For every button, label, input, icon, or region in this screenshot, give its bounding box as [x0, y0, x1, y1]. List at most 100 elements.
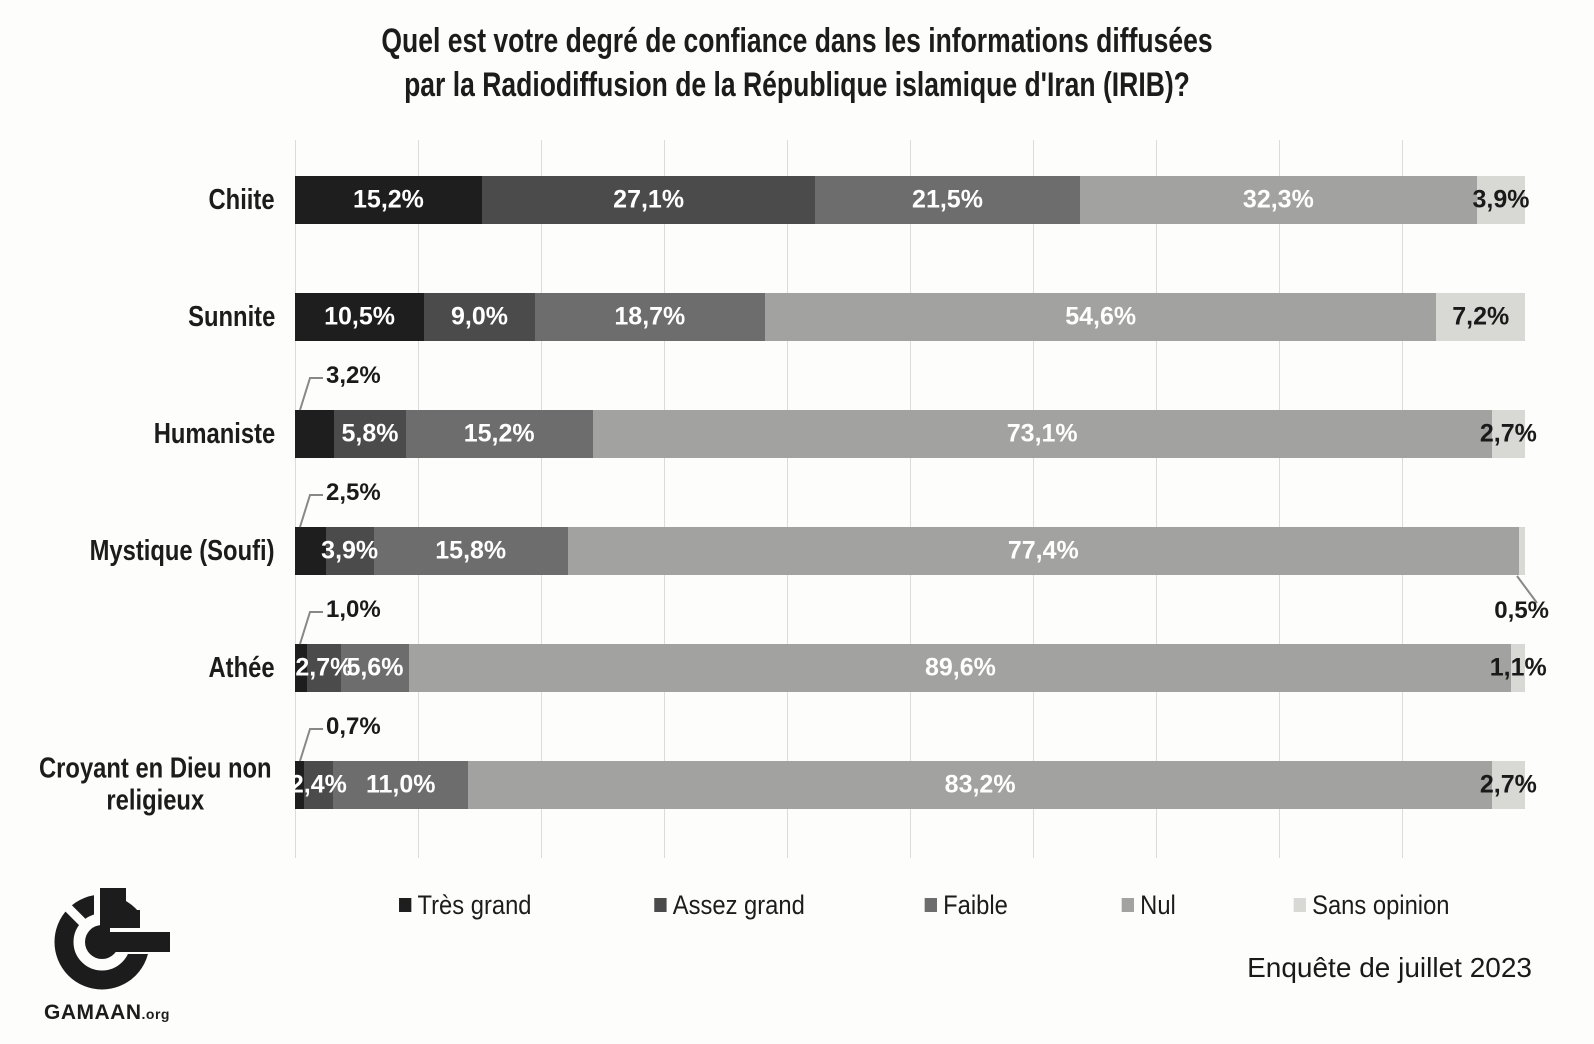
bar-value-label: 5,8% — [341, 419, 399, 448]
legend-item: Faible — [924, 889, 1009, 921]
plot-area: 15,2% 27,1% 21,5% 32,3% 3,9% 10,5% 9,0% 18,7% 54… — [290, 140, 1549, 858]
gamaan-logo: GAMAAN.org — [44, 884, 214, 1025]
callout-label: 0,5% — [1494, 597, 1549, 624]
bar-value-label: 54,6% — [1065, 302, 1137, 331]
bar-value-label: 32,3% — [1242, 185, 1314, 214]
chart-title: Quel est votre degré de confiance dans l… — [175, 20, 1418, 107]
survey-note: Enquête de juillet 2023 — [1247, 952, 1532, 983]
bar-segment — [592, 410, 1492, 458]
bar-segment — [303, 761, 334, 809]
bar-segment — [409, 644, 1512, 692]
bar-value-label: 18,7% — [614, 302, 686, 331]
bar-segment — [468, 761, 1492, 809]
chart-title-line2: par la Radiodiffusion de la République i… — [404, 65, 1190, 104]
bar-segment — [405, 410, 593, 458]
value-callout: 1,0% — [295, 596, 435, 645]
callout-label: 2,5% — [326, 479, 381, 506]
bar-segment — [1518, 527, 1525, 575]
stacked-bar: 15,2% 27,1% 21,5% 32,3% 3,9% — [295, 176, 1529, 224]
legend-swatch — [924, 898, 938, 912]
legend: Très grand Assez grand Faible Nul Sans opini… — [390, 886, 1460, 924]
value-callout: 3,2% — [295, 362, 435, 411]
bar-value-label: 2,4% — [289, 770, 347, 799]
bar-segment — [1079, 176, 1478, 224]
logo-wordmark: GAMAAN.org — [44, 1001, 214, 1025]
category-label: Croyant en Dieu non religieux — [39, 752, 272, 817]
bar-segment — [1491, 761, 1525, 809]
bar-segment — [373, 527, 568, 575]
bar-segment — [340, 644, 410, 692]
legend-item: Assez grand — [654, 889, 806, 921]
chart-title-line1: Quel est votre degré de confiance dans l… — [381, 22, 1213, 60]
bar-value-label: 15,2% — [353, 185, 424, 214]
bar-segment — [295, 410, 335, 458]
bar-value-label: 15,8% — [435, 536, 507, 565]
bar-value-label: 27,1% — [613, 185, 685, 214]
callout-leader-line — [299, 611, 323, 645]
bar-value-label: 3,9% — [1472, 185, 1530, 214]
bar-value-label: 89,6% — [924, 653, 996, 682]
legend-swatch — [399, 898, 412, 912]
bar-segment — [1436, 293, 1525, 341]
callout-leader-line — [1516, 575, 1538, 604]
bar-value-label: 1,1% — [1489, 653, 1547, 682]
callout-label: 0,7% — [326, 713, 381, 740]
bar-value-label: 9,0% — [451, 302, 508, 331]
bar-value-label: 3,9% — [321, 536, 379, 565]
bar-segment — [1491, 410, 1525, 458]
category-label: Athée — [208, 651, 275, 684]
bar-segment — [325, 527, 374, 575]
callout-leader-line — [299, 728, 323, 762]
bar-segment — [295, 293, 425, 341]
logo-wordmark-main: GAMAAN — [44, 1001, 142, 1024]
legend-label: Faible — [943, 889, 1009, 920]
bar-value-label: 2,7% — [1479, 419, 1537, 448]
legend-item: Sans opinion — [1293, 890, 1449, 921]
stacked-bar: 10,5% 9,0% 18,7% 54,6% 7,2% — [295, 293, 1525, 341]
bar-value-label: 11,0% — [366, 770, 436, 799]
value-callout: 0,5% — [1429, 575, 1549, 627]
value-callout: 0,7% — [295, 713, 435, 762]
bar-segment — [481, 176, 816, 224]
category-label: Humaniste — [153, 417, 275, 450]
legend-swatch — [1121, 898, 1134, 912]
legend-label: Très grand — [417, 889, 532, 920]
bar-value-label: 10,5% — [324, 302, 396, 331]
category-label: Sunnite — [187, 300, 275, 333]
callout-label: 3,2% — [326, 362, 381, 389]
bar-segment — [307, 644, 341, 692]
bar-segment — [1511, 644, 1525, 692]
legend-label: Sans opinion — [1311, 889, 1450, 920]
legend-swatch — [1293, 898, 1306, 912]
bar-segment — [295, 176, 482, 224]
category-label: Chiite — [208, 183, 275, 216]
gamaan-logo-icon — [54, 886, 172, 990]
category-label: Mystique (Soufi) — [90, 534, 275, 567]
bar-segment — [295, 527, 326, 575]
bar-segment — [424, 293, 535, 341]
logo-wordmark-suffix: .org — [141, 1006, 170, 1022]
bar-value-label: 5,6% — [346, 653, 404, 682]
bar-value-label: 21,5% — [912, 185, 983, 214]
bar-value-label: 2,7% — [295, 653, 353, 682]
bar-segment — [295, 644, 308, 692]
bar-value-label: 7,2% — [1452, 302, 1510, 331]
legend-item: Très grand — [399, 889, 532, 921]
callout-label: 1,0% — [326, 596, 381, 623]
bar-segment — [333, 761, 469, 809]
stacked-bar: 0,7% 2,4% 11,0% 83,2% 2,7% — [290, 713, 1537, 809]
bar-value-label: 73,1% — [1006, 419, 1078, 448]
stacked-bar: 2,5% 3,9% 15,8% 77,4% 0,5% — [295, 479, 1549, 624]
bar-value-label: 77,4% — [1007, 536, 1079, 565]
bar-segment — [815, 176, 1080, 224]
bar-segment — [764, 293, 1437, 341]
callout-leader-line — [299, 377, 323, 411]
stacked-bar: 3,2% 5,8% 15,2% 73,1% 2,7% — [295, 362, 1537, 458]
legend-label: Assez grand — [673, 889, 806, 920]
bar-segment — [1477, 176, 1525, 224]
value-callout: 2,5% — [295, 479, 435, 528]
bar-segment — [567, 527, 1519, 575]
bar-value-label: 83,2% — [944, 770, 1016, 799]
callout-leader-line — [299, 494, 323, 528]
